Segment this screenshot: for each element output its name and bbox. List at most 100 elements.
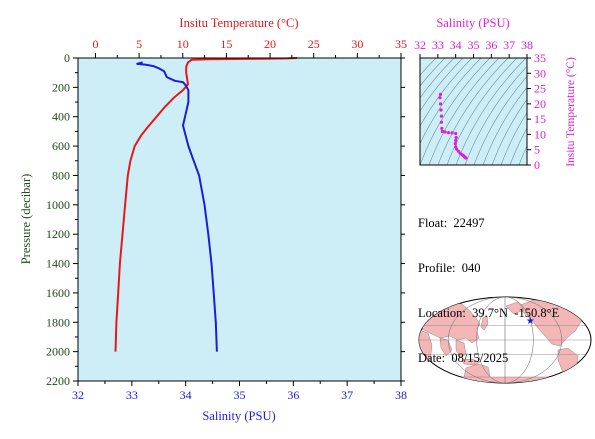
ts-temperature-axis-label: Insitu Temperature (°C) — [565, 57, 577, 167]
ts-point — [454, 135, 458, 140]
ts-point — [446, 131, 451, 135]
ts-point — [438, 102, 443, 106]
alaska-landmass — [505, 301, 525, 315]
isopycnal-contour — [473, 75, 527, 165]
ts-point — [440, 126, 444, 130]
ts-point — [438, 92, 443, 96]
salinity-tick-label: 35 — [234, 388, 246, 402]
longitude-line — [448, 297, 562, 383]
indonesia-islands — [461, 358, 481, 366]
ts-salinity-tick-label: 37 — [503, 38, 515, 52]
south-asia-landmass — [439, 337, 453, 357]
float-line: Float: 22497 — [418, 216, 559, 231]
ts-temperature-tick-label: 5 — [534, 143, 540, 157]
ts-salinity-tick-label: 34 — [450, 38, 462, 52]
profile-label: Profile: — [418, 261, 456, 275]
pressure-tick-label: 200 — [52, 80, 70, 94]
ts-point — [439, 120, 443, 124]
temperature-tick-label: 30 — [351, 37, 363, 51]
ts-salinity-tick-label: 33 — [432, 38, 444, 52]
profile-series — [114, 57, 298, 352]
isopycnal-contour — [509, 127, 527, 165]
ts-point — [454, 138, 458, 143]
location-value: 39.7°N -150.8°E — [472, 306, 560, 320]
pressure-tick-label: 1000 — [46, 198, 70, 212]
ts-salinity-tick-label: 35 — [468, 38, 480, 52]
ts-salinity-tick-label: 36 — [485, 38, 497, 52]
ts-point — [450, 131, 454, 135]
pressure-tick-label: 800 — [52, 168, 70, 182]
ts-salinity-axis-label: Salinity (PSU) — [436, 16, 509, 30]
isopycnal-contour — [446, 58, 518, 165]
ts-temperature-tick-label: 35 — [534, 51, 546, 65]
isopycnal-contour — [428, 58, 500, 165]
temperature-tick-label: 10 — [177, 37, 189, 51]
map-graticule — [419, 297, 591, 383]
indochina-landmass — [455, 339, 467, 359]
pressure-tick-label: 1600 — [46, 286, 70, 300]
temperature-axis-label: Insitu Temperature (°C) — [179, 16, 298, 30]
temperature-tick-label: 15 — [220, 37, 232, 51]
temperature-tick-label: 35 — [395, 37, 407, 51]
isopycnal-contour — [500, 112, 527, 165]
date-label: Date: — [418, 351, 446, 365]
ts-temperature-tick-label: 30 — [534, 66, 546, 80]
axis-ticks: 0 200 400 600 800 1000 1200 1400 1600 1800 2000 220… — [46, 37, 407, 402]
pressure-tick-label: 2000 — [46, 345, 70, 359]
profile-number: 040 — [461, 261, 481, 275]
pressure-axis-label: Pressure (decibar) — [19, 174, 33, 265]
isopycnal-contour — [420, 58, 446, 87]
ts-salinity-tick-label: 32 — [414, 38, 426, 52]
salinity-tick-label: 38 — [395, 388, 407, 402]
float-id: 22497 — [453, 216, 485, 230]
ts-point — [454, 145, 458, 149]
ts-points — [438, 92, 468, 160]
pressure-tick-label: 600 — [52, 139, 70, 153]
ts-point — [464, 156, 468, 160]
salinity-profile-line — [136, 61, 218, 352]
isopycnal-contour — [420, 58, 491, 165]
temperature-tick-label: 0 — [92, 37, 98, 51]
isopycnal-contour — [420, 58, 473, 127]
pressure-tick-label: 2200 — [46, 374, 70, 388]
pressure-tick-label: 0 — [64, 51, 70, 65]
ts-point — [453, 142, 457, 146]
ts-point — [439, 108, 443, 112]
ts-isopycnal-contours — [420, 58, 527, 165]
isopycnal-contour — [437, 58, 509, 165]
location-line: Location: 39.7°N -150.8°E — [418, 306, 559, 321]
isopycnal-contour — [420, 58, 437, 76]
temperature-tick-label: 5 — [136, 37, 142, 51]
location-label: Location: — [418, 306, 466, 320]
temperature-tick-label: 25 — [308, 37, 320, 51]
pressure-tick-label: 400 — [52, 110, 70, 124]
profile-line: Profile: 040 — [418, 261, 559, 276]
ts-temperature-tick-label: 15 — [534, 112, 546, 126]
ts-point — [439, 114, 443, 118]
date-value: 08/15/2025 — [451, 351, 509, 365]
ts-temperature-tick-label: 25 — [534, 82, 546, 96]
date-line: Date: 08/15/2025 — [418, 351, 559, 366]
pressure-tick-label: 1400 — [46, 257, 70, 271]
star-icon: ★ — [526, 316, 535, 327]
salinity-tick-label: 34 — [180, 388, 192, 402]
pressure-tick-label: 1200 — [46, 227, 70, 241]
pressure-tick-label: 1800 — [46, 315, 70, 329]
ts-point — [438, 96, 442, 100]
ts-temperature-tick-label: 10 — [534, 127, 546, 141]
profile-plot: 0 200 400 600 800 1000 1200 1400 1600 1800 2000 220… — [19, 16, 407, 423]
salinity-tick-label: 37 — [341, 388, 353, 402]
ts-point — [454, 131, 458, 136]
float-label: Float: — [418, 216, 448, 230]
salinity-tick-label: 32 — [72, 388, 84, 402]
isopycnal-contour — [420, 58, 464, 112]
salinity-axis-label: Salinity (PSU) — [202, 409, 275, 423]
float-info: Float: 22497 Profile: 040 Location: 39.7… — [418, 186, 559, 381]
ts-point — [440, 129, 444, 133]
isopycnal-contour — [482, 86, 527, 165]
isopycnal-contour — [464, 65, 527, 165]
ts-temperature-tick-label: 20 — [534, 97, 546, 111]
